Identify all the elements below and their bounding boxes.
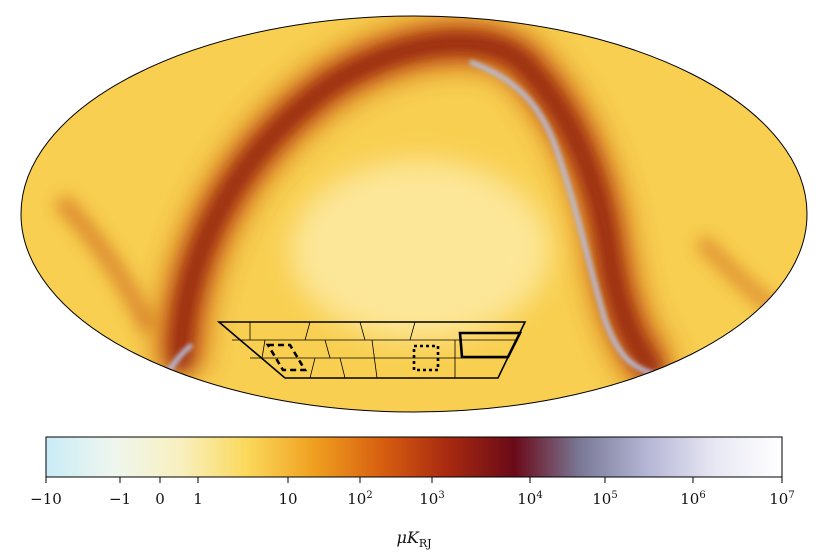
footprint-outline <box>216 321 527 379</box>
footprint-grid-line <box>359 321 366 341</box>
colorbar-tick-label: 1 <box>193 490 203 508</box>
footprint-grid-line <box>309 357 316 379</box>
colorbar-tick-label: −10 <box>30 490 62 508</box>
deep-patch-dotted-center <box>412 344 440 372</box>
footprint-grid-line <box>371 339 378 379</box>
footprint-grid-line <box>304 321 311 341</box>
footprint-grid-line <box>409 321 416 341</box>
deep-patch-dashed-left <box>265 343 308 372</box>
colorbar-tick-label: 104 <box>517 490 543 508</box>
colorbar-tick-label: 10 <box>278 490 298 508</box>
unit-symbol: μK <box>396 528 419 547</box>
footprint-grid-line <box>339 357 346 379</box>
dust-arc-mid <box>169 31 668 384</box>
unit-subscript: RJ <box>418 537 432 551</box>
colorbar-tick-label: 0 <box>155 490 165 508</box>
colorbar <box>45 436 783 483</box>
colorbar-gradient <box>45 436 783 478</box>
colorbar-tick-label: 107 <box>769 490 795 508</box>
colorbar-tick-label: −1 <box>108 490 132 508</box>
map-border <box>20 15 808 413</box>
bright-region <box>290 160 550 340</box>
footprint-grid-line <box>324 339 331 359</box>
colorbar-ticks <box>45 477 783 483</box>
deep-patch-solid <box>458 331 523 359</box>
galactic-plane <box>469 59 661 379</box>
colorbar-tick-label: 106 <box>680 490 706 508</box>
colorbar-tick-label: 105 <box>592 490 618 508</box>
survey-footprint <box>216 321 527 379</box>
colorbar-tick-label: 102 <box>347 490 373 508</box>
colorbar-unit-label: μKRJ <box>396 528 431 550</box>
dust-left-streak <box>53 193 159 335</box>
colorbar-tick-label: 103 <box>419 490 445 508</box>
footprint-grid-line <box>261 339 266 359</box>
